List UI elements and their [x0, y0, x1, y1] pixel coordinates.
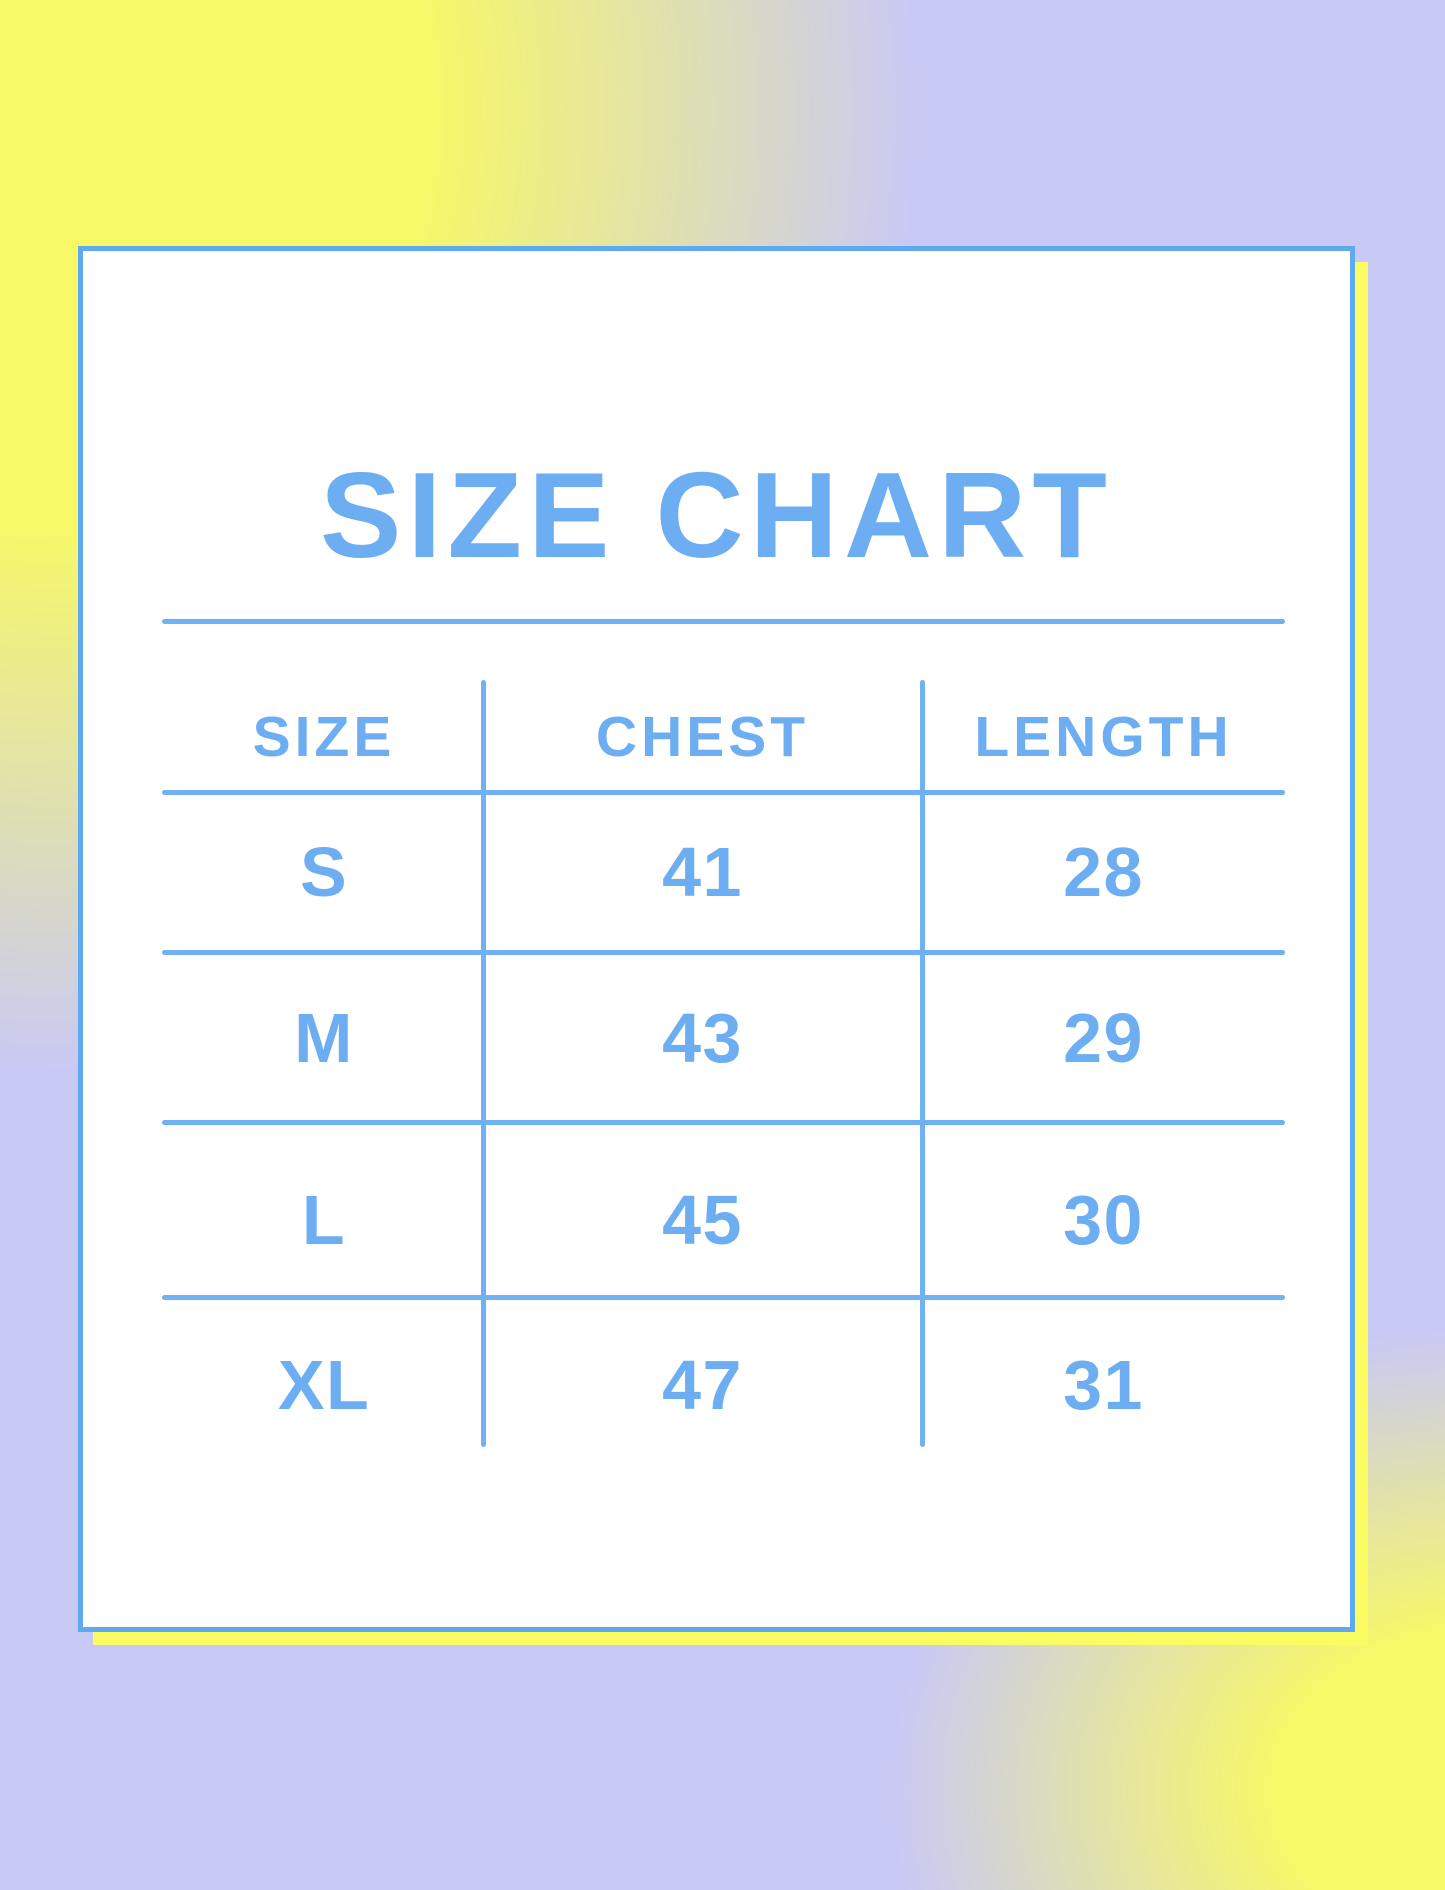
table-cell-size: S [299, 833, 349, 911]
table-cell-chest: 47 [662, 1346, 743, 1424]
page-title: SIZE CHART [320, 447, 1113, 583]
table-header-size: SIZE [252, 705, 396, 769]
table-cell-chest: 43 [662, 999, 743, 1077]
table-row: L 45 30 [165, 1180, 1285, 1260]
row-divider-line [162, 1295, 1285, 1300]
table-header-chest: CHEST [595, 705, 810, 769]
table-row: XL 47 31 [165, 1345, 1285, 1425]
row-divider-line [162, 1120, 1285, 1125]
title-underline [162, 619, 1285, 624]
table-header-length: LENGTH [974, 705, 1233, 769]
column-divider-line-1 [481, 680, 486, 1447]
table-row: S 41 28 [165, 832, 1285, 912]
table-header-row: SIZE CHEST LENGTH [165, 697, 1285, 777]
table-cell-length: 30 [1063, 1181, 1144, 1259]
header-divider-line [162, 790, 1285, 795]
column-divider-line-2 [920, 680, 925, 1447]
table-cell-length: 28 [1063, 833, 1144, 911]
table-cell-length: 31 [1063, 1346, 1144, 1424]
size-chart-card [78, 246, 1355, 1632]
table-row: M 43 29 [165, 998, 1285, 1078]
table-cell-chest: 41 [662, 833, 743, 911]
row-divider-line [162, 950, 1285, 955]
table-cell-size: XL [277, 1346, 371, 1424]
table-cell-length: 29 [1063, 999, 1144, 1077]
table-cell-chest: 45 [662, 1181, 743, 1259]
table-cell-size: L [301, 1181, 347, 1259]
table-cell-size: M [294, 999, 354, 1077]
